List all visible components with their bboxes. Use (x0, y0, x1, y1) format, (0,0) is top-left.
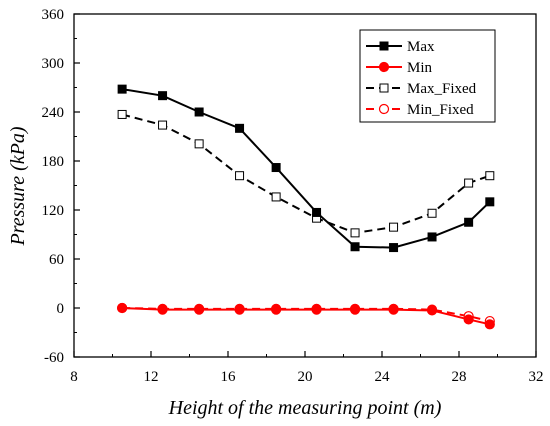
legend-entry-min: Min (366, 60, 433, 76)
data-point-min (194, 304, 205, 315)
data-point-min (311, 304, 322, 315)
legend-label-max: Max (407, 39, 435, 55)
legend-label-max-fixed: Max_Fixed (407, 81, 477, 97)
legend-marker-min (378, 61, 390, 73)
series-max-fixed (117, 109, 495, 238)
data-point-min (349, 304, 361, 315)
data-point-max-fixed (235, 171, 245, 181)
y-tick-label: 360 (42, 7, 65, 23)
data-point-max-fixed (427, 208, 437, 218)
x-tick-label: 20 (298, 369, 313, 385)
data-point-max (312, 207, 322, 217)
y-tick-label: 180 (42, 154, 65, 170)
y-tick-label: -60 (44, 350, 64, 366)
y-tick-label: 300 (42, 56, 65, 72)
data-point-min (463, 314, 474, 325)
data-point-max (427, 232, 437, 242)
data-point-max-fixed (194, 139, 204, 149)
data-point-min (157, 304, 168, 315)
data-point-max (271, 163, 281, 173)
data-point-max-fixed (117, 109, 127, 119)
data-point-min (484, 319, 495, 330)
data-point-min (271, 304, 282, 315)
data-point-min (388, 304, 399, 315)
legend: Max Min Max_Fixed Min_Fixed (359, 29, 496, 123)
x-tick-label: 8 (70, 369, 78, 385)
data-point-max (485, 197, 495, 207)
axis-ticks (73, 13, 537, 358)
series-layer (117, 84, 495, 330)
data-point-max-fixed (464, 178, 474, 188)
x-tick-label: 16 (221, 369, 237, 385)
y-tick-label: 120 (42, 203, 65, 219)
legend-entry-max-fixed: Max_Fixed (366, 81, 477, 97)
data-point-max (350, 242, 360, 252)
legend-marker-min-fixed (378, 103, 390, 115)
data-point-min (426, 305, 438, 316)
data-point-max-fixed (485, 171, 495, 181)
data-point-max (464, 217, 474, 227)
legend-label-min: Min (407, 60, 433, 76)
legend-marker-max (379, 41, 389, 51)
y-tick-label: 60 (49, 252, 64, 268)
x-axis-title: Height of the measuring point (m) (168, 397, 442, 419)
y-axis-title: Pressure (kPa) (7, 126, 29, 246)
data-point-max-fixed (389, 222, 399, 232)
y-tick-label: 0 (57, 301, 65, 317)
axis-tick-labels: 8 12 16 20 24 28 32 -60 0 60 120 180 240 300 360 (42, 7, 544, 385)
legend-label-min-fixed: Min_Fixed (407, 102, 474, 118)
x-tick-label: 28 (452, 369, 467, 385)
data-point-max-fixed (158, 120, 168, 130)
data-point-min (234, 304, 245, 315)
data-point-max-fixed (271, 192, 281, 202)
x-tick-label: 12 (144, 369, 159, 385)
data-point-min (117, 302, 128, 314)
data-point-max (194, 107, 204, 117)
data-point-max (389, 243, 399, 253)
data-point-max (235, 123, 245, 133)
data-point-max (158, 91, 168, 101)
x-tick-label: 32 (529, 369, 544, 385)
series-min-fixed (117, 302, 495, 327)
series-min (117, 302, 495, 330)
x-tick-label: 24 (375, 369, 391, 385)
legend-marker-max-fixed (379, 83, 389, 93)
legend-entry-max: Max (366, 39, 435, 55)
y-tick-label: 240 (42, 105, 65, 121)
data-point-max (117, 84, 127, 94)
data-point-max-fixed (350, 228, 360, 238)
legend-entry-min-fixed: Min_Fixed (366, 102, 474, 118)
series-max (117, 84, 495, 253)
